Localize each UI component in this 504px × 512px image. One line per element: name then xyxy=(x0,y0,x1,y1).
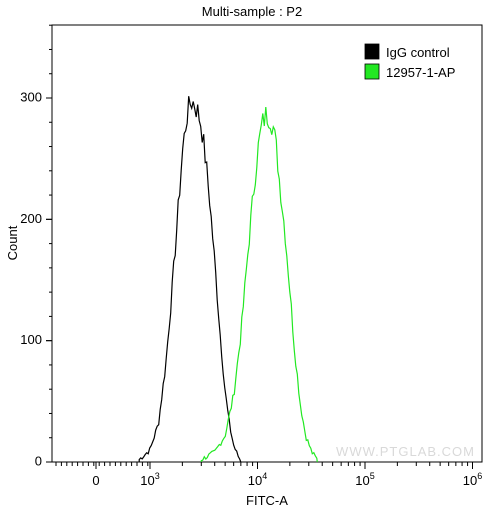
series-group xyxy=(138,96,318,463)
y-tick-label: 100 xyxy=(20,332,42,347)
watermark-text: WWW.PTGLAB.COM xyxy=(336,444,475,459)
y-axis: 0 100 200 300 xyxy=(20,24,52,468)
x-axis-label: FITC-A xyxy=(246,493,288,508)
legend-swatch xyxy=(364,63,380,80)
series-line xyxy=(200,106,318,463)
y-tick-label: 0 xyxy=(35,453,42,468)
legend-label: 12957-1-AP xyxy=(386,65,455,80)
x-axis: 0 103 104 105 106 xyxy=(55,462,482,488)
plot-frame xyxy=(51,24,483,463)
watermark: WWW.PTGLAB.COM xyxy=(336,444,475,459)
x-tick-label: 106 xyxy=(463,471,482,488)
x-tick-label: 103 xyxy=(140,471,159,488)
legend-label: IgG control xyxy=(386,45,450,60)
chart-title: Multi-sample : P2 xyxy=(202,4,302,19)
y-axis-label: Count xyxy=(5,225,20,260)
x-tick-label: 104 xyxy=(248,471,267,488)
y-tick-label: 300 xyxy=(20,89,42,104)
y-tick-label: 200 xyxy=(20,211,42,226)
x-tick-label: 0 xyxy=(92,473,99,488)
legend-swatch xyxy=(364,43,380,60)
legend: IgG control 12957-1-AP xyxy=(364,43,455,80)
series-line xyxy=(138,96,242,463)
x-tick-label: 105 xyxy=(355,471,374,488)
